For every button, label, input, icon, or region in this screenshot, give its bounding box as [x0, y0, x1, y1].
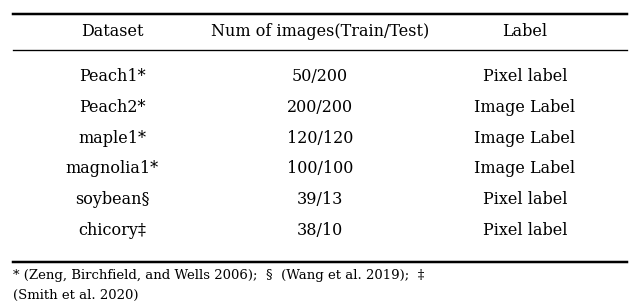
Text: Pixel label: Pixel label: [483, 68, 567, 85]
Text: * (Zeng, Birchfield, and Wells 2006);  §  (Wang et al. 2019);  ‡: * (Zeng, Birchfield, and Wells 2006); § …: [13, 269, 424, 282]
Text: Peach1*: Peach1*: [79, 68, 145, 85]
Text: Image Label: Image Label: [474, 99, 575, 116]
Text: maple1*: maple1*: [78, 130, 146, 147]
Text: soybean§: soybean§: [75, 191, 149, 208]
Text: Label: Label: [502, 23, 547, 40]
Text: 39/13: 39/13: [297, 191, 343, 208]
Text: 50/200: 50/200: [292, 68, 348, 85]
Text: 200/200: 200/200: [287, 99, 353, 116]
Text: magnolia1*: magnolia1*: [65, 160, 159, 177]
Text: Pixel label: Pixel label: [483, 222, 567, 239]
Text: Peach2*: Peach2*: [79, 99, 145, 116]
Text: 100/100: 100/100: [287, 160, 353, 177]
Text: Num of images(Train/Test): Num of images(Train/Test): [211, 23, 429, 40]
Text: Pixel label: Pixel label: [483, 191, 567, 208]
Text: Image Label: Image Label: [474, 160, 575, 177]
Text: 120/120: 120/120: [287, 130, 353, 147]
Text: Image Label: Image Label: [474, 130, 575, 147]
Text: 38/10: 38/10: [297, 222, 343, 239]
Text: (Smith et al. 2020): (Smith et al. 2020): [13, 289, 138, 301]
Text: Dataset: Dataset: [81, 23, 143, 40]
Text: chicory‡: chicory‡: [78, 222, 146, 239]
